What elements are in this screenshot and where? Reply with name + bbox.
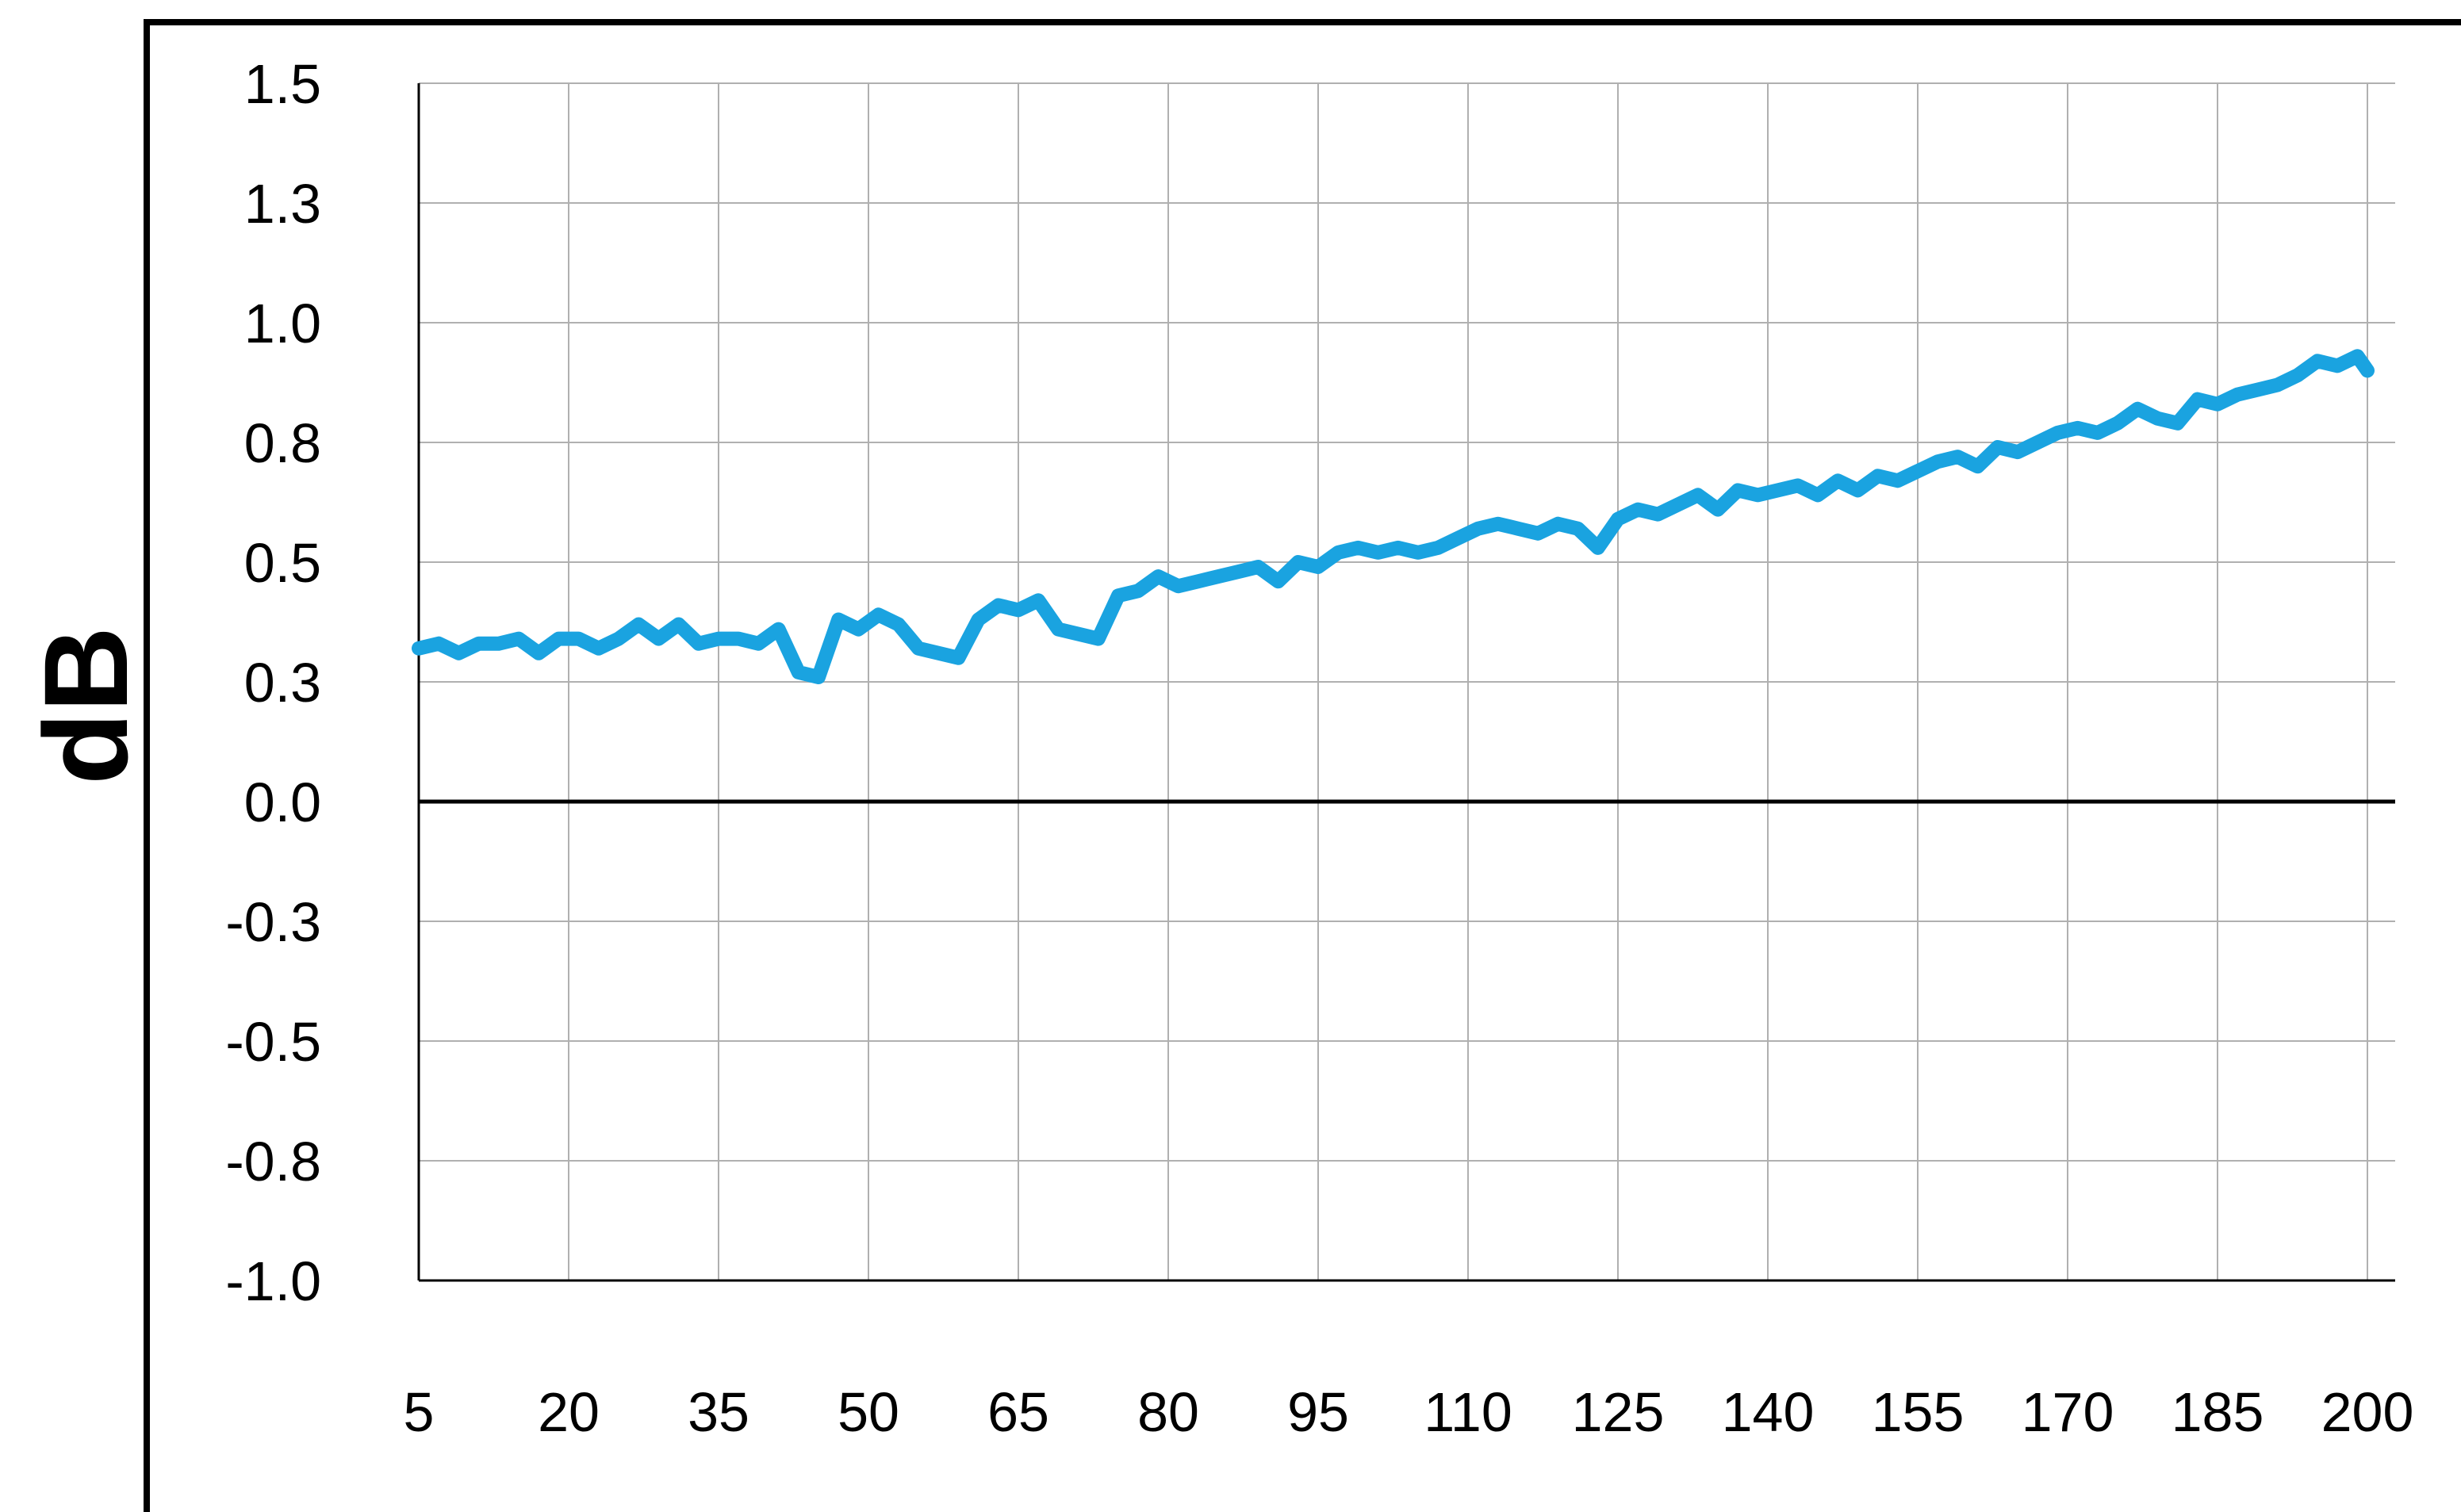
x-tick-label: 80 xyxy=(1137,1381,1199,1443)
x-tick-label: 110 xyxy=(1424,1381,1512,1443)
x-tick-label: 50 xyxy=(838,1381,899,1443)
x-tick-label: 5 xyxy=(404,1381,435,1443)
y-tick-label: -0.3 xyxy=(225,891,321,953)
y-tick-label: -1.0 xyxy=(225,1250,321,1312)
x-tick-label: 140 xyxy=(1722,1381,1815,1443)
x-tick-label: 95 xyxy=(1287,1381,1349,1443)
y-tick-label: 0.5 xyxy=(244,532,321,594)
x-tick-label: 20 xyxy=(538,1381,600,1443)
x-tick-label: 65 xyxy=(987,1381,1049,1443)
x-tick-label: 35 xyxy=(688,1381,749,1443)
y-tick-label: 1.0 xyxy=(244,293,321,354)
x-tick-label: 155 xyxy=(1872,1381,1965,1443)
x-tick-label: 200 xyxy=(2321,1381,2414,1443)
chart-frame xyxy=(144,19,2461,1512)
series-group xyxy=(412,349,2375,684)
y-tick-label: 0.3 xyxy=(244,652,321,714)
y-tick-label: 1.5 xyxy=(244,53,321,115)
plot-border xyxy=(417,83,2395,1282)
y-tick-label: 0.8 xyxy=(244,412,321,474)
y-tick-labels: 1.5 1.3 1.0 0.8 0.5 0.3 0.0 -0.3 -0.5 -0.8 -1.0 xyxy=(225,53,321,1312)
y-tick-label: 0.0 xyxy=(244,771,321,833)
y-axis-label: dB xyxy=(19,626,152,785)
x-tick-label: 170 xyxy=(2022,1381,2114,1443)
series-line-0 xyxy=(412,349,2375,684)
x-tick-label: 125 xyxy=(1572,1381,1665,1443)
y-tick-label: -0.8 xyxy=(225,1131,321,1192)
y-tick-label: -0.5 xyxy=(225,1011,321,1073)
x-tick-labels: 5 20 35 50 65 80 95 110 125 140 155 170 185 200 xyxy=(404,1381,2414,1443)
x-tick-label: 185 xyxy=(2172,1381,2264,1443)
y-tick-label: 1.3 xyxy=(244,173,321,235)
